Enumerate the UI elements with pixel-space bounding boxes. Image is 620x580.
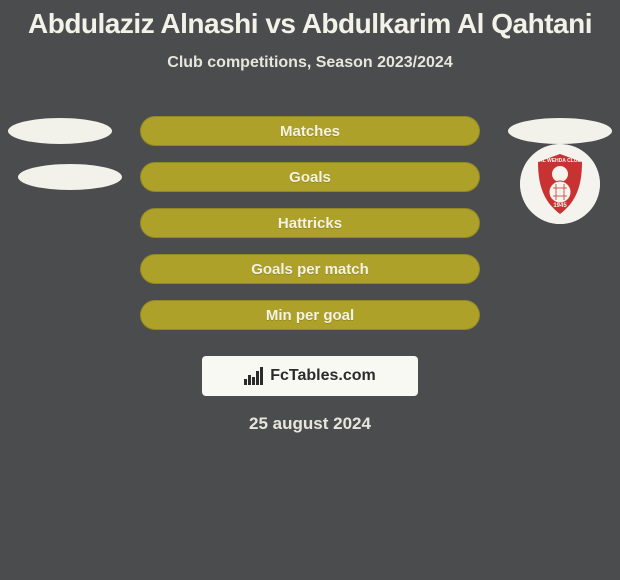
stat-pill: Goals bbox=[140, 162, 480, 192]
stat-pill: Matches bbox=[140, 116, 480, 146]
badge-label: AL WEHDA CLUB bbox=[539, 158, 581, 164]
source-logo-text: FcTables.com bbox=[270, 367, 376, 385]
stat-label: Min per goal bbox=[266, 307, 354, 324]
source-logo: FcTables.com bbox=[202, 356, 418, 396]
date-label: 25 august 2024 bbox=[0, 414, 620, 434]
stat-pill: Goals per match bbox=[140, 254, 480, 284]
bars-icon bbox=[244, 367, 264, 385]
stat-row-matches: Matches bbox=[0, 108, 620, 154]
stat-label: Goals per match bbox=[251, 261, 369, 278]
stat-pill: Hattricks bbox=[140, 208, 480, 238]
stat-row-goals: Goals AL WEHDA CLUB 1945 bbox=[0, 154, 620, 200]
stat-pill: Min per goal bbox=[140, 300, 480, 330]
left-value-ellipse bbox=[18, 164, 122, 190]
stat-label: Matches bbox=[280, 123, 340, 140]
page-subtitle: Club competitions, Season 2023/2024 bbox=[0, 54, 620, 72]
stat-row-mpg: Min per goal bbox=[0, 292, 620, 338]
right-value-ellipse bbox=[508, 118, 612, 144]
stat-label: Hattricks bbox=[278, 215, 342, 232]
comparison-infographic: Abdulaziz Alnashi vs Abdulkarim Al Qahta… bbox=[0, 0, 620, 580]
page-title: Abdulaziz Alnashi vs Abdulkarim Al Qahta… bbox=[0, 0, 620, 40]
stat-row-gpm: Goals per match bbox=[0, 246, 620, 292]
stat-rows: Matches Goals AL WEHDA CLUB 1945 bbox=[0, 108, 620, 338]
stat-row-hattricks: Hattricks bbox=[0, 200, 620, 246]
left-value-ellipse bbox=[8, 118, 112, 144]
stat-label: Goals bbox=[289, 169, 331, 186]
